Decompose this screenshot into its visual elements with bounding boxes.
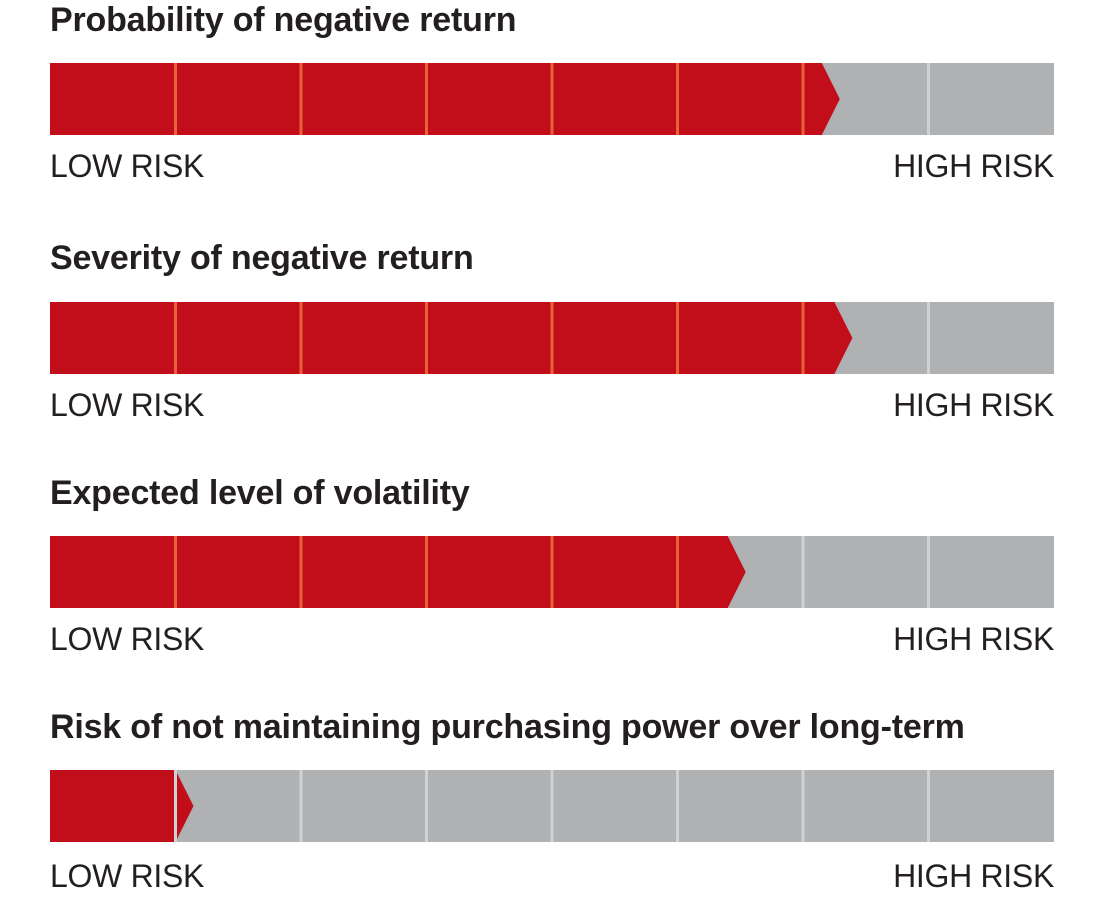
segment-divider — [550, 536, 554, 608]
segment-divider — [676, 536, 679, 608]
bar-fill — [50, 770, 194, 842]
segment-divider — [927, 536, 930, 608]
segment-divider — [676, 63, 679, 135]
segment-divider — [299, 302, 303, 374]
segment-divider — [927, 770, 930, 842]
high-risk-label: HIGH RISK — [893, 858, 1054, 894]
high-risk-label: HIGH RISK — [893, 621, 1054, 657]
segment-divider — [801, 63, 805, 135]
panel-title: Expected level of volatility — [50, 474, 470, 512]
segment-divider — [299, 770, 303, 842]
low-risk-label: LOW RISK — [50, 621, 205, 657]
risk-bar — [50, 63, 1054, 135]
segment-divider — [676, 770, 679, 842]
segment-divider — [550, 63, 554, 135]
segment-divider — [299, 536, 303, 608]
segment-divider — [927, 63, 930, 135]
panel-title: Probability of negative return — [50, 1, 517, 39]
segment-divider — [425, 63, 428, 135]
segment-divider — [299, 63, 303, 135]
segment-divider — [550, 302, 554, 374]
low-risk-label: LOW RISK — [50, 858, 205, 894]
panel-title: Severity of negative return — [50, 239, 474, 277]
segment-divider — [425, 536, 428, 608]
high-risk-label: HIGH RISK — [893, 148, 1054, 184]
segment-divider — [676, 302, 679, 374]
segment-divider — [801, 302, 805, 374]
segment-divider — [927, 302, 930, 374]
risk-bar — [50, 770, 1054, 842]
segment-divider — [550, 770, 554, 842]
risk-bar — [50, 536, 1054, 608]
segment-divider — [425, 302, 428, 374]
low-risk-label: LOW RISK — [50, 148, 205, 184]
bar-fill — [50, 536, 746, 608]
high-risk-label: HIGH RISK — [893, 387, 1054, 423]
panel-title: Risk of not maintaining purchasing power… — [50, 708, 965, 746]
bar-fill — [50, 63, 840, 135]
segment-divider — [174, 302, 177, 374]
segment-divider — [174, 536, 177, 608]
segment-divider — [801, 536, 805, 608]
segment-divider — [801, 770, 805, 842]
segment-divider — [425, 770, 428, 842]
risk-bar — [50, 302, 1054, 374]
low-risk-label: LOW RISK — [50, 387, 205, 423]
bar-fill — [50, 302, 853, 374]
segment-divider — [174, 63, 177, 135]
segment-divider — [174, 770, 177, 842]
